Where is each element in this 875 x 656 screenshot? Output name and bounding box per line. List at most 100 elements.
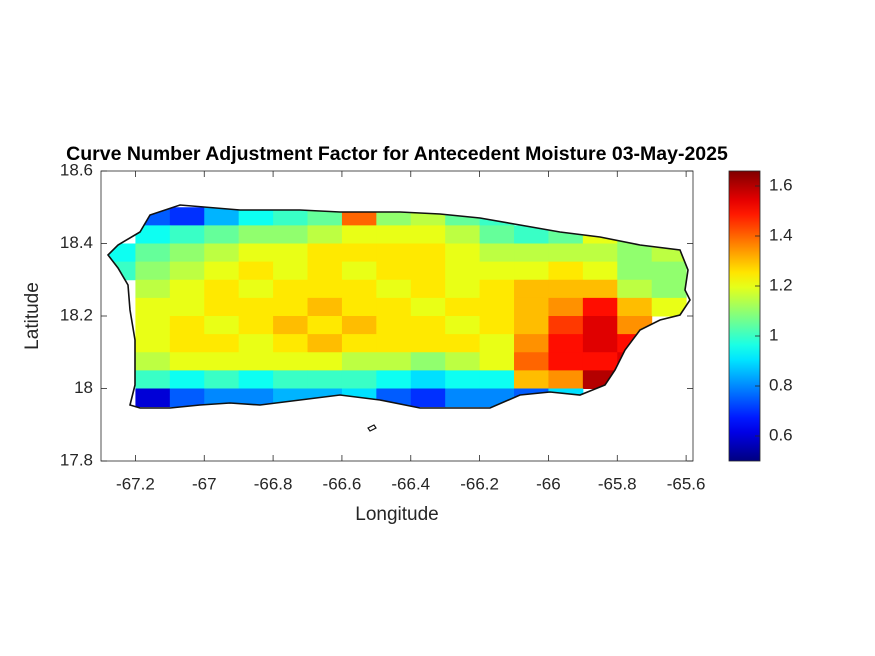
heatmap-cell (238, 334, 274, 353)
colorbar-tick-label: 1.2 (769, 275, 793, 294)
heatmap-cell (548, 352, 584, 371)
heatmap-cell (582, 261, 618, 281)
heatmap-cell (376, 279, 412, 299)
heatmap-cell (410, 279, 446, 299)
colorbar-tick-label: 0.8 (769, 375, 793, 394)
y-tick-label: 18.2 (60, 305, 93, 324)
heatmap-cell (204, 316, 240, 335)
heatmap-cell (169, 261, 205, 281)
heatmap-cell (514, 352, 549, 371)
colorbar (728, 170, 761, 462)
heatmap-cell (582, 334, 618, 353)
heatmap-cell (169, 225, 205, 244)
heatmap-cell (307, 225, 343, 244)
heatmap-cell (445, 370, 481, 389)
heatmap-cell (273, 279, 309, 299)
island-outline (367, 424, 377, 432)
heatmap-cell (514, 297, 549, 317)
heatmap-cell (273, 370, 309, 389)
heatmap-cell (204, 261, 240, 281)
y-tick-label: 17.8 (60, 450, 93, 469)
heatmap-cell (479, 297, 515, 317)
heatmap-cell (238, 279, 274, 299)
heatmap-cell (169, 243, 205, 263)
heatmap-cell (617, 279, 653, 299)
heatmap-cell (307, 279, 343, 299)
heatmap-cell (445, 352, 481, 371)
heatmap-cell (169, 207, 205, 226)
heatmap-cell (410, 370, 446, 389)
heatmap-cell (445, 297, 481, 317)
heatmap-cell (238, 316, 274, 335)
heatmap-cell (341, 225, 377, 244)
heatmap-cell (548, 334, 584, 353)
heatmap-cell (169, 316, 205, 335)
coastline (106, 204, 691, 409)
heatmap-cell (651, 279, 687, 299)
heatmap-cell (479, 225, 515, 244)
y-tick-label: 18 (74, 378, 93, 397)
heatmap-cell (204, 352, 240, 371)
heatmap-cell (204, 207, 240, 226)
heatmap-cell (514, 279, 549, 299)
heatmap-cell (273, 261, 309, 281)
heatmap-cell (135, 243, 171, 263)
heatmap-cell (204, 225, 240, 244)
heatmap-cell (651, 297, 687, 317)
heatmap-cell (410, 316, 446, 335)
heatmap-cell (307, 316, 343, 335)
heatmap-cell (135, 225, 171, 244)
heatmap-cell (410, 388, 446, 408)
heatmap-cell (582, 243, 618, 263)
heatmap-cell (548, 370, 584, 389)
heatmap-cell (204, 297, 240, 317)
heatmap-cell (514, 225, 549, 244)
heatmap-cell (341, 316, 377, 335)
heatmap-cell (273, 352, 309, 371)
heatmap-cell (514, 261, 549, 281)
x-axis-label: Longitude (355, 504, 438, 525)
heatmap-cell (238, 297, 274, 317)
heatmap-cell (238, 243, 274, 263)
heatmap-cell (204, 370, 240, 389)
heatmap-cell (410, 243, 446, 263)
chart-title: Curve Number Adjustment Factor for Antec… (66, 143, 728, 165)
heatmap-cell (514, 334, 549, 353)
heatmap-cell (445, 388, 481, 408)
heatmap-cell (514, 316, 549, 335)
heatmap-cell (479, 261, 515, 281)
heatmap-cell (273, 334, 309, 353)
heatmap-cell (445, 261, 481, 281)
heatmap-cell (617, 261, 653, 281)
heatmap-cell (479, 279, 515, 299)
heatmap-cell (376, 297, 412, 317)
heatmap-cell (651, 261, 687, 281)
heatmap-cell (445, 316, 481, 335)
heatmap-cell (445, 334, 481, 353)
heatmap-cell (548, 297, 584, 317)
heatmap-cell (479, 352, 515, 371)
heatmap-cell (135, 352, 171, 371)
heatmap-cell (376, 370, 412, 389)
heatmap-cell (548, 261, 584, 281)
heatmap-cell (307, 370, 343, 389)
heatmap-cell (204, 279, 240, 299)
heatmap-cell (410, 261, 446, 281)
heatmap-cell (169, 370, 205, 389)
heatmap-cell (582, 316, 618, 335)
heatmap-cell (410, 297, 446, 317)
x-tick-label: -66.4 (391, 474, 430, 493)
heatmap-cell (204, 243, 240, 263)
heatmap-cell (169, 352, 205, 371)
heatmap-cell (445, 243, 481, 263)
heatmap-cell (479, 316, 515, 335)
heatmap-cell (273, 243, 309, 263)
heatmap-cell (376, 316, 412, 335)
heatmap-cell (617, 297, 653, 317)
y-axis-label: Latitude (22, 282, 43, 350)
heatmap-cell (307, 352, 343, 371)
x-tick-label: -66.6 (323, 474, 362, 493)
heatmap-cells (108, 207, 687, 408)
colorbar-tick-label: 1.6 (769, 175, 793, 194)
